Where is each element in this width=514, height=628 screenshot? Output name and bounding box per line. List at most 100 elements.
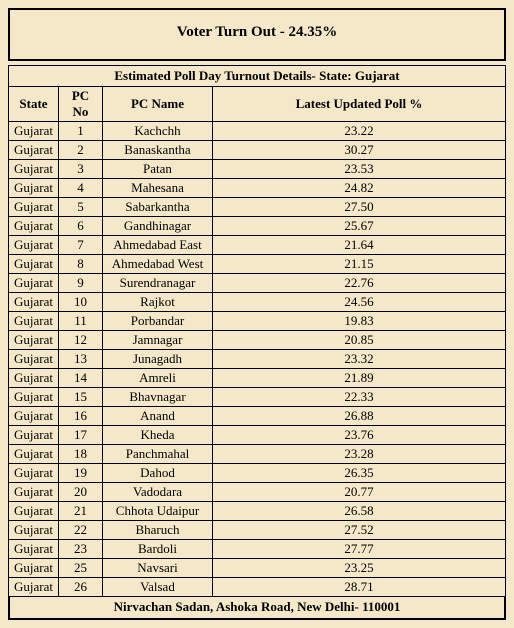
col-pcno: PC No [59,87,103,122]
table-cell: 23.32 [213,350,506,369]
table-cell: 6 [59,217,103,236]
table-cell: 25 [59,559,103,578]
table-cell: 4 [59,179,103,198]
col-state: State [9,87,59,122]
table-cell: 17 [59,426,103,445]
table-row: Gujarat11Porbandar19.83 [9,312,506,331]
table-cell: 9 [59,274,103,293]
table-row: Gujarat5Sabarkantha27.50 [9,198,506,217]
table-cell: Valsad [103,578,213,597]
table-row: Gujarat4Mahesana24.82 [9,179,506,198]
table-cell: Chhota Udaipur [103,502,213,521]
table-cell: 26.35 [213,464,506,483]
table-row: Gujarat25Navsari23.25 [9,559,506,578]
table-cell: 3 [59,160,103,179]
table-cell: Junagadh [103,350,213,369]
table-cell: 1 [59,122,103,141]
table-row: Gujarat12Jamnagar20.85 [9,331,506,350]
table-cell: Panchmahal [103,445,213,464]
table-cell: 30.27 [213,141,506,160]
table-cell: 20 [59,483,103,502]
table-cell: 20.85 [213,331,506,350]
table-cell: 5 [59,198,103,217]
table-cell: Gujarat [9,217,59,236]
table-cell: Gujarat [9,350,59,369]
table-row: Gujarat1Kachchh23.22 [9,122,506,141]
table-cell: 28.71 [213,578,506,597]
table-cell: Surendranagar [103,274,213,293]
table-cell: Bhavnagar [103,388,213,407]
table-cell: Gujarat [9,274,59,293]
table-row: Gujarat22Bharuch27.52 [9,521,506,540]
table-row: Gujarat3Patan23.53 [9,160,506,179]
table-cell: 23 [59,540,103,559]
table-cell: Ahmedabad East [103,236,213,255]
table-cell: Porbandar [103,312,213,331]
table-row: Gujarat18Panchmahal23.28 [9,445,506,464]
table-cell: Gujarat [9,236,59,255]
table-cell: Gujarat [9,369,59,388]
table-cell: Gujarat [9,198,59,217]
table-cell: 18 [59,445,103,464]
table-row: Gujarat14Amreli21.89 [9,369,506,388]
table-cell: Gujarat [9,312,59,331]
header-title: Voter Turn Out - 24.35% [177,24,337,40]
table-row: Gujarat26Valsad28.71 [9,578,506,597]
table-row: Gujarat17Kheda23.76 [9,426,506,445]
table-cell: 19 [59,464,103,483]
table-row: Gujarat19Dahod26.35 [9,464,506,483]
table-row: Gujarat8Ahmedabad West21.15 [9,255,506,274]
table-cell: 20.77 [213,483,506,502]
table-cell: 11 [59,312,103,331]
table-cell: 19.83 [213,312,506,331]
table-cell: Ahmedabad West [103,255,213,274]
table-cell: Gujarat [9,293,59,312]
table-cell: Gujarat [9,160,59,179]
table-cell: Gujarat [9,388,59,407]
table-cell: 23.28 [213,445,506,464]
table-row: Gujarat20Vadodara20.77 [9,483,506,502]
table-cell: 7 [59,236,103,255]
table-cell: Bardoli [103,540,213,559]
table-cell: Gandhinagar [103,217,213,236]
table-cell: 26.58 [213,502,506,521]
table-cell: 24.82 [213,179,506,198]
table-cell: Dahod [103,464,213,483]
table-cell: Vadodara [103,483,213,502]
table-cell: Gujarat [9,559,59,578]
table-cell: Sabarkantha [103,198,213,217]
table-cell: 27.52 [213,521,506,540]
table-cell: Gujarat [9,521,59,540]
table-cell: Gujarat [9,426,59,445]
table-cell: Gujarat [9,445,59,464]
table-cell: Gujarat [9,502,59,521]
table-cell: 22 [59,521,103,540]
table-cell: 16 [59,407,103,426]
footer-box: Nirvachan Sadan, Ashoka Road, New Delhi-… [8,597,506,620]
table-row: Gujarat23Bardoli27.77 [9,540,506,559]
table-cell: Gujarat [9,483,59,502]
table-cell: 21.15 [213,255,506,274]
table-cell: Anand [103,407,213,426]
table-cell: 21 [59,502,103,521]
table-cell: 24.56 [213,293,506,312]
table-cell: 13 [59,350,103,369]
table-cell: 26.88 [213,407,506,426]
table-cell: 23.22 [213,122,506,141]
table-row: Gujarat15Bhavnagar22.33 [9,388,506,407]
table-cell: Gujarat [9,179,59,198]
page-container: Voter Turn Out - 24.35% Estimated Poll D… [8,8,506,620]
table-cell: Gujarat [9,540,59,559]
table-cell: 15 [59,388,103,407]
col-pcname: PC Name [103,87,213,122]
table-cell: 23.53 [213,160,506,179]
table-cell: 21.64 [213,236,506,255]
table-cell: 27.50 [213,198,506,217]
footer-text: Nirvachan Sadan, Ashoka Road, New Delhi-… [114,599,401,614]
table-cell: Mahesana [103,179,213,198]
table-cell: 22.76 [213,274,506,293]
table-row: Gujarat6Gandhinagar25.67 [9,217,506,236]
table-cell: 26 [59,578,103,597]
table-cell: Kheda [103,426,213,445]
table-cell: 23.76 [213,426,506,445]
